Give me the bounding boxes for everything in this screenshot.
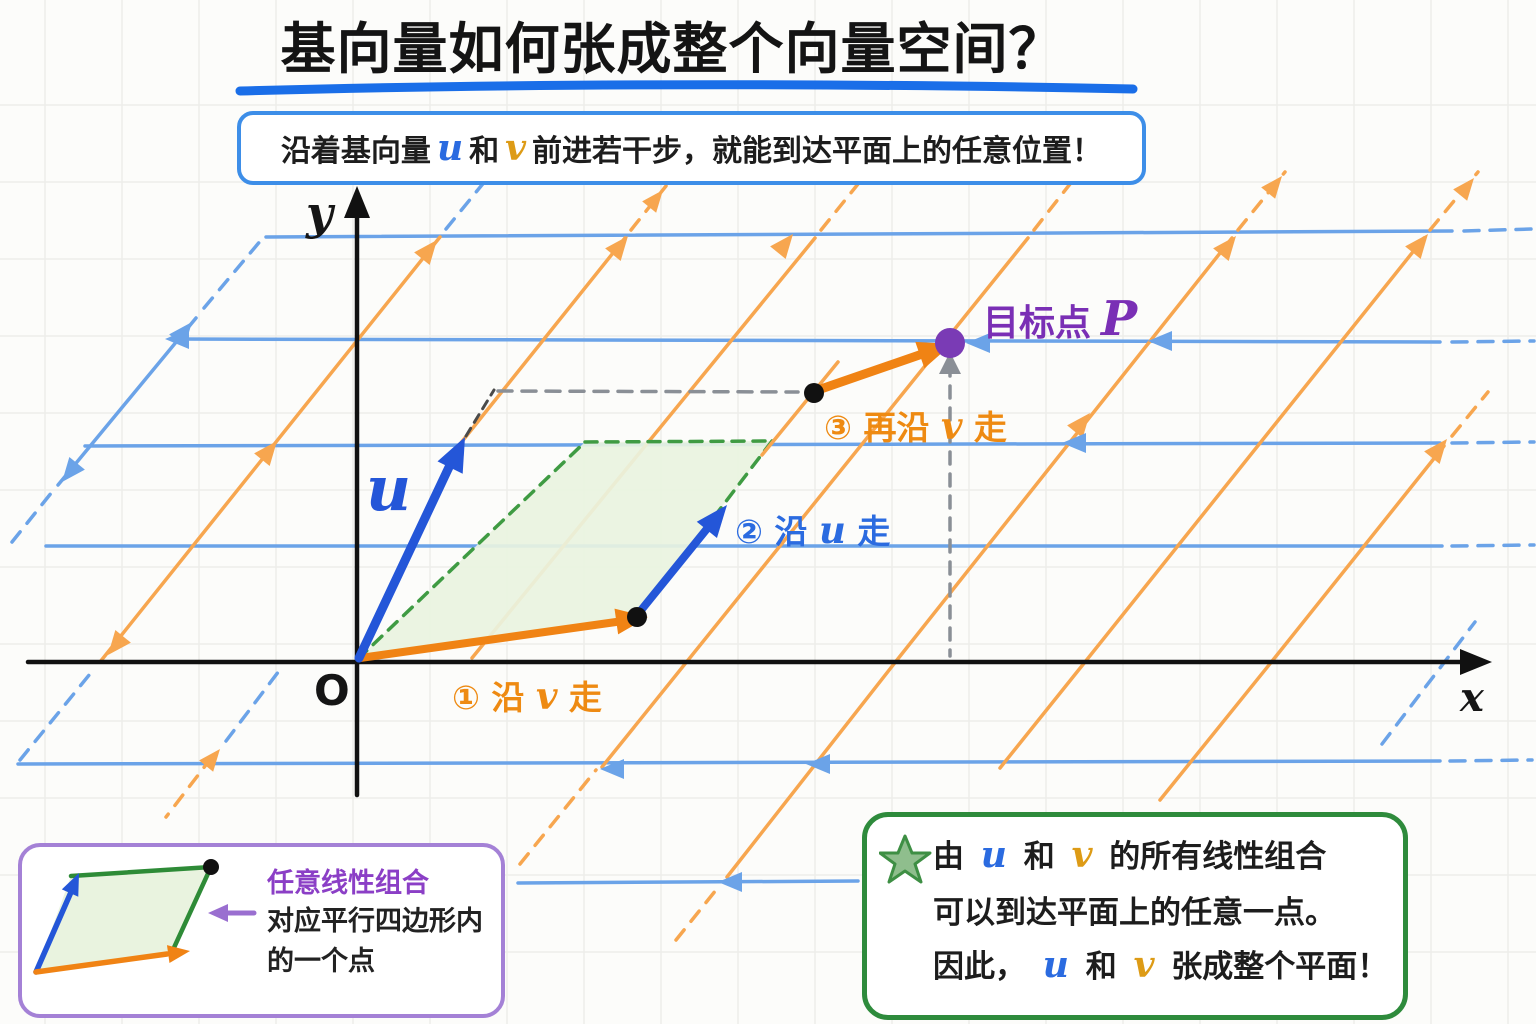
lattice-arrowheads-blue <box>62 322 1172 892</box>
y-axis-label: y <box>306 186 333 240</box>
intermediate-point-2 <box>804 383 824 403</box>
legend-line2: 对应平行四边形内 <box>267 906 483 937</box>
vector-u <box>354 460 455 663</box>
subtitle-v: v <box>505 127 527 169</box>
guide-dashed-lines <box>496 362 952 658</box>
legend-v-arrowhead <box>166 945 190 963</box>
axes <box>25 197 1481 798</box>
vector-v <box>356 618 620 662</box>
x-axis-label: x <box>1460 674 1484 721</box>
subtitle-post: 前进若干步，就能到达平面上的任意位置！ <box>532 134 1103 169</box>
subtitle-pre: 沿着基向量 <box>280 134 431 169</box>
conclusion-v2: v <box>1133 944 1155 986</box>
legend-line3: 的一个点 <box>267 946 375 977</box>
legend-line1: 任意线性组合 <box>267 868 429 899</box>
step3-vector-v: v <box>940 404 963 448</box>
target-point-label: 目标点 P <box>983 291 1138 347</box>
origin-label: O <box>314 666 350 715</box>
lattice-lines-v-family <box>16 227 1536 885</box>
target-point-p-dot <box>935 328 965 358</box>
legend-u-arrowhead <box>61 873 79 897</box>
u-extension-dash <box>464 388 496 438</box>
step1-vector-v: v <box>535 674 558 718</box>
x-axis-arrowhead <box>1460 649 1492 675</box>
step2-label: ② 沿 u 走 <box>735 508 891 552</box>
legend-pointer-arrow <box>208 904 228 922</box>
vector-step3-v <box>813 347 933 395</box>
y-axis-arrowhead <box>344 186 370 218</box>
title-underline <box>235 80 1138 96</box>
lattice-arrowheads-orange <box>108 176 1474 772</box>
conclusion-v1: v <box>1071 834 1093 876</box>
step2-vector-u: u <box>818 508 846 552</box>
step2-number: ② <box>735 512 763 551</box>
step1-number: ① <box>452 678 480 717</box>
vector-u-arrowhead <box>437 437 465 474</box>
vector-u-label: u <box>366 452 412 525</box>
conclusion-u1: u <box>980 834 1007 876</box>
conclusion-u2: u <box>1042 944 1069 986</box>
subtitle-box: 沿着基向量 u 和 v 前进若干步，就能到达平面上的任意位置！ <box>237 111 1146 185</box>
legend-box: 任意线性组合 对应平行四边形内 的一个点 <box>18 843 505 1018</box>
step3-number: ③ <box>824 408 852 447</box>
legend-point-dot <box>203 859 219 875</box>
conclusion-line3: 因此， u 和 v 张成整个平面！ <box>933 944 1389 986</box>
star-icon <box>879 834 932 884</box>
target-p-letter: P <box>1101 291 1138 347</box>
conclusion-line2: 可以到达平面上的任意一点。 <box>933 895 1336 931</box>
vector-step2-arrowhead <box>696 505 727 539</box>
legend-mini-parallelogram <box>33 859 257 975</box>
subtitle-mid: 和 <box>469 134 500 169</box>
step1-label: ① 沿 v 走 <box>452 674 602 718</box>
guide-up-arrowhead <box>939 352 961 374</box>
step3-label: ③ 再沿 v 走 <box>824 404 1007 448</box>
intermediate-point-1 <box>627 607 647 627</box>
page-title: 基向量如何张成整个向量空间？ <box>280 17 1065 81</box>
vector-step2-u <box>634 521 714 618</box>
conclusion-line1: 由 u 和 v 的所有线性组合 <box>933 834 1327 876</box>
subtitle-u: u <box>436 127 464 169</box>
lattice-segment-through-dot <box>760 360 840 457</box>
conclusion-box: 由 u 和 v 的所有线性组合 可以到达平面上的任意一点。 因此， u 和 v … <box>862 812 1408 1020</box>
